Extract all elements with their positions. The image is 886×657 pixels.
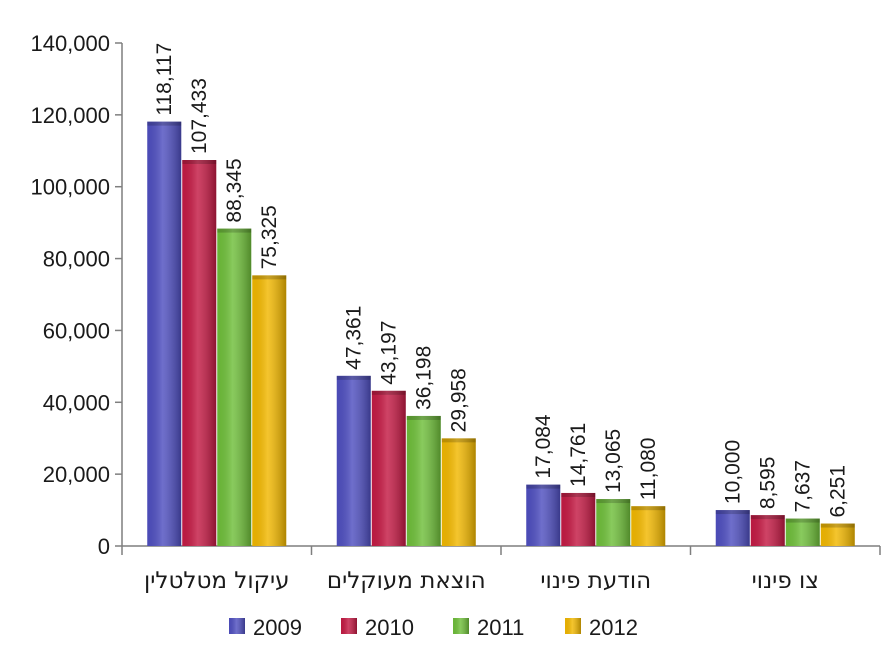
data-label: 36,198: [413, 346, 436, 410]
bar-top-edge: [820, 523, 855, 528]
legend-swatch-shading: [341, 618, 357, 634]
bar-shading: [561, 492, 596, 546]
bar-top-edge: [441, 438, 476, 443]
data-label: 29,958: [448, 368, 471, 432]
bar-shading: [526, 484, 561, 546]
legend-swatch-shading: [565, 618, 581, 634]
legend-label: 2009: [253, 615, 302, 640]
legend-item: 2011: [453, 615, 524, 640]
bar-shading: [147, 121, 182, 546]
bar-top-edge: [785, 518, 820, 523]
x-ticks: [121, 546, 881, 555]
y-tick-label: 120,000: [30, 103, 110, 128]
bar-top-edge: [596, 499, 631, 504]
bar-top-edge: [561, 492, 596, 497]
bar-shading: [336, 375, 371, 546]
legend-swatch-shading: [229, 618, 245, 634]
data-label: 8,595: [757, 457, 780, 510]
y-tick-label: 60,000: [43, 318, 110, 343]
data-label: 47,361: [343, 306, 366, 370]
bar-shading: [750, 515, 785, 546]
bar-shading: [252, 275, 287, 546]
data-label: 107,433: [188, 78, 211, 154]
legend-swatch-shading: [453, 618, 469, 634]
y-ticks: 0 20,000 40,000 60,000 80,000 100,000 120,000 1…: [30, 31, 122, 559]
bar-top-edge: [750, 515, 785, 520]
data-label: 10,000: [722, 440, 745, 504]
category-label: עיקול מטלטלין: [144, 568, 290, 594]
data-label: 17,084: [532, 414, 555, 479]
bar-top-edge: [147, 121, 182, 126]
bar-top-edge: [252, 275, 287, 280]
data-label: 14,761: [567, 423, 590, 487]
bar-shading: [820, 523, 855, 546]
bar-top-edge: [406, 415, 441, 420]
category-label: הודעת פינוי: [540, 568, 651, 594]
bar-shading: [715, 510, 750, 546]
bars: [147, 121, 855, 546]
y-tick-label: 80,000: [43, 247, 110, 272]
bar-shading: [631, 506, 666, 546]
legend-item: 2012: [565, 615, 638, 640]
data-label: 7,637: [792, 460, 815, 513]
bar-shading: [217, 228, 252, 546]
data-labels: 118,117 107,433 88,345 75,325 47,361 43,197 36…: [153, 43, 850, 518]
y-tick-label: 140,000: [30, 31, 110, 56]
bar-top-edge: [182, 160, 217, 165]
bar-top-edge: [715, 510, 750, 515]
y-tick-label: 100,000: [30, 175, 110, 200]
category-labels: עיקול מטלטלין הוצאת מעוקלים הודעת פינוי צו …: [144, 568, 819, 594]
bar-top-edge: [371, 390, 406, 395]
bar-shading: [406, 415, 441, 546]
bar-top-edge: [217, 228, 252, 233]
legend-label: 2012: [589, 615, 638, 640]
bar-top-edge: [336, 375, 371, 380]
data-label: 88,345: [223, 158, 246, 222]
bar-shading: [785, 518, 820, 546]
bar-top-edge: [526, 484, 561, 489]
data-label: 75,325: [258, 205, 281, 269]
data-label: 118,117: [153, 43, 176, 116]
data-label: 13,065: [602, 429, 625, 493]
legend-label: 2011: [477, 615, 524, 640]
bar-shading: [441, 438, 476, 546]
bar-shading: [596, 499, 631, 546]
bar-shading: [182, 160, 217, 546]
bar-shading: [371, 390, 406, 546]
data-label: 6,251: [827, 465, 850, 518]
data-label: 43,197: [378, 321, 401, 385]
y-tick-label: 20,000: [43, 462, 110, 487]
legend-label: 2010: [365, 615, 414, 640]
data-label: 11,080: [637, 438, 660, 501]
category-label: הוצאת מעוקלים: [327, 568, 486, 594]
bar-top-edge: [631, 506, 666, 511]
legend-item: 2009: [229, 615, 302, 640]
legend-item: 2010: [341, 615, 414, 640]
legend: 2009 2010 2011 2012: [229, 615, 638, 640]
category-label: צו פינוי: [752, 568, 819, 594]
y-tick-label: 0: [98, 534, 110, 559]
y-tick-label: 40,000: [43, 390, 110, 415]
